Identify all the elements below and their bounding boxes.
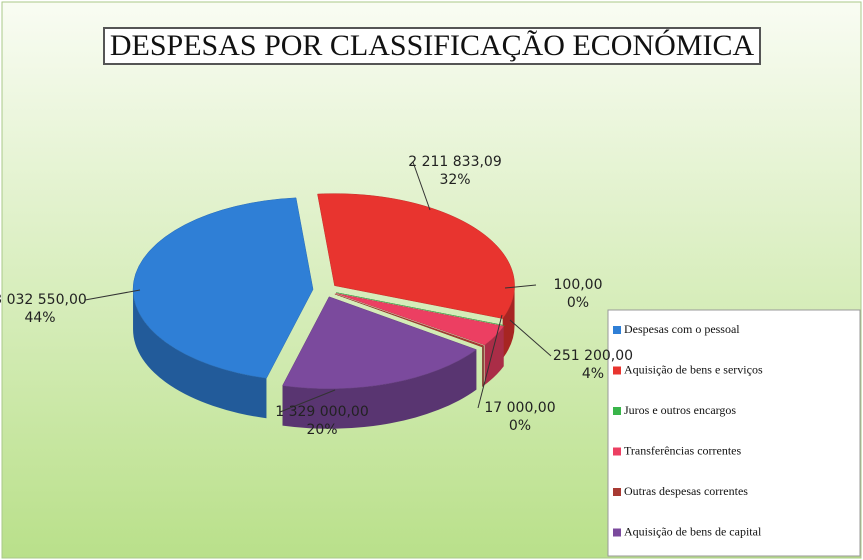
- legend-swatch: [613, 366, 621, 375]
- legend-swatch: [613, 528, 621, 537]
- slice-side: [282, 349, 477, 429]
- slice-side: [482, 345, 484, 387]
- slice-top: [334, 293, 485, 348]
- slice-top: [317, 193, 515, 319]
- chart-title: DESPESAS POR CLASSIFICAÇÃO ECONÓMICA: [110, 29, 755, 62]
- pie-slice: [335, 293, 505, 386]
- value-label: 2 211 833,09: [408, 154, 502, 170]
- pie-slice: [317, 193, 515, 359]
- slice-top: [282, 296, 477, 390]
- value-label: 3 032 550,00: [0, 292, 87, 308]
- title-box: [103, 27, 761, 65]
- leader-line: [504, 284, 537, 289]
- leader-line: [477, 314, 503, 409]
- pie-slice: [336, 292, 505, 366]
- leader-line: [279, 389, 336, 413]
- legend-label: Outras despesas correntes: [624, 484, 748, 498]
- slice-side: [484, 326, 504, 386]
- leader-line: [84, 289, 141, 301]
- percent-label: 0%: [509, 418, 531, 434]
- slice-top: [335, 293, 505, 346]
- legend-swatch: [613, 447, 621, 456]
- legend-label: Aquisição de bens e serviços: [624, 362, 763, 376]
- leader-line: [509, 319, 552, 357]
- percent-label: 32%: [439, 172, 470, 188]
- leader-line: [412, 161, 431, 211]
- legend-swatch: [613, 488, 621, 496]
- slice-top: [336, 292, 505, 326]
- legend-box: [607, 309, 861, 557]
- legend-label: Transferências correntes: [624, 443, 742, 457]
- slice-side: [502, 285, 515, 359]
- value-label: 251 200,00: [553, 348, 633, 364]
- legend-label: Despesas com o pessoal: [624, 322, 740, 336]
- legend-label: Aquisição de bens de capital: [624, 524, 762, 538]
- value-label: 17 000,00: [484, 400, 555, 416]
- legend-swatch: [613, 407, 621, 415]
- percent-label: 44%: [24, 310, 55, 326]
- percent-label: 0%: [567, 295, 589, 311]
- value-label: 1 329 000,00: [275, 404, 369, 420]
- value-label: 100,00: [554, 277, 603, 293]
- percent-label: 4%: [582, 366, 604, 382]
- legend-swatch: [613, 326, 621, 334]
- pie-slice: [334, 293, 485, 387]
- percent-label: 20%: [306, 422, 337, 438]
- pie-slice: [282, 296, 477, 429]
- pie-slice: [132, 197, 314, 419]
- legend-label: Juros e outros encargos: [624, 403, 736, 417]
- slice-top: [132, 197, 314, 379]
- slice-side: [133, 289, 267, 419]
